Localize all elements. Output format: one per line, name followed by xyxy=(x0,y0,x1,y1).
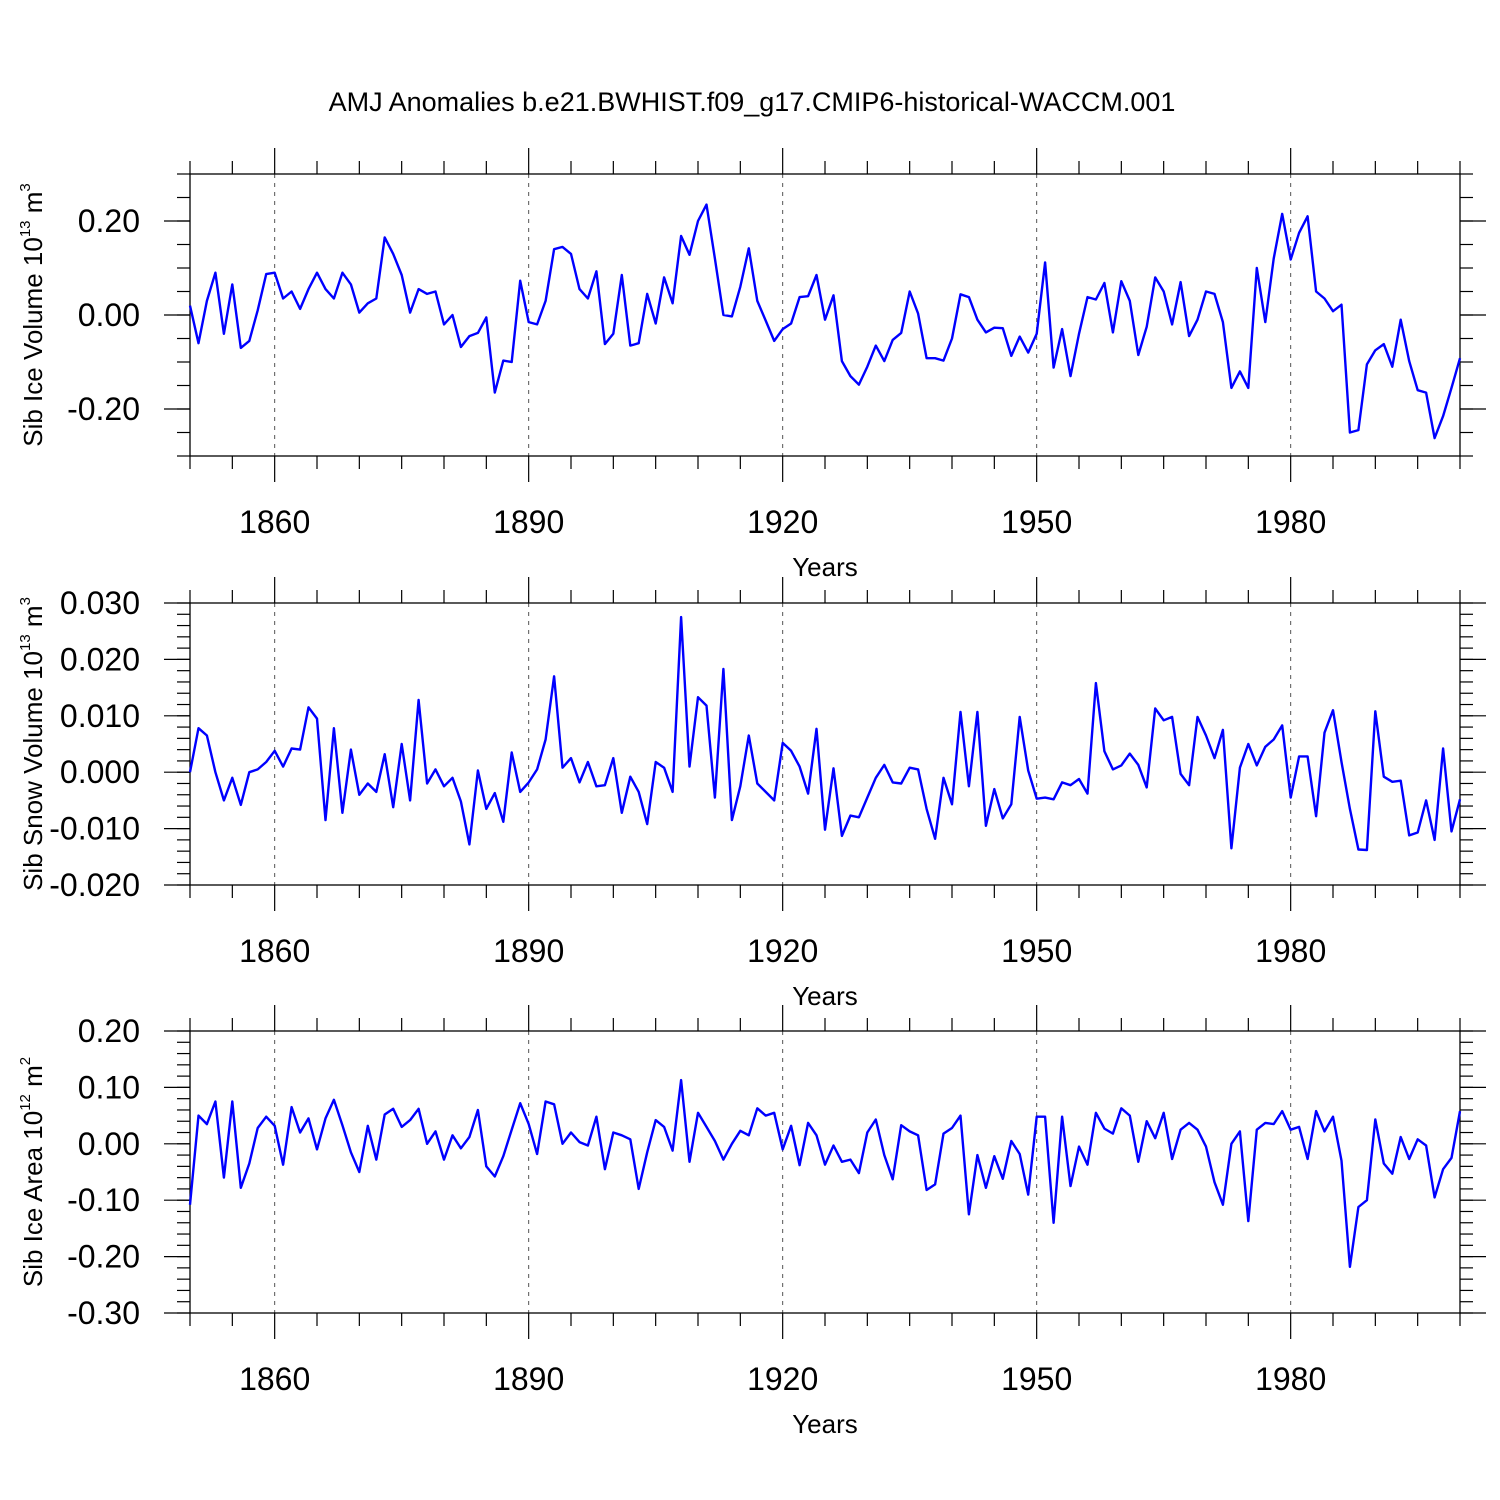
x-tick-label: 1980 xyxy=(1255,933,1326,969)
y-axis-label-part: Sib Snow Volume 10 xyxy=(18,651,48,891)
x-tick-label: 1890 xyxy=(493,933,564,969)
y-axis-label-part: m xyxy=(18,1065,48,1094)
x-tick-label: 1950 xyxy=(1001,1361,1072,1397)
chart-panel-1: -0.20 0.00 0.20 1860 1890 1920 1950 1980 Years Si… xyxy=(17,148,1486,582)
y-tick-label: -0.10 xyxy=(67,1182,140,1218)
y-tick-label: -0.20 xyxy=(67,391,140,427)
x-tick-label: 1950 xyxy=(1001,933,1072,969)
y-axis-label-exponent: 3 xyxy=(17,183,34,191)
x-axis-label: Years xyxy=(792,981,858,1011)
figure-title: AMJ Anomalies b.e21.BWHIST.f09_g17.CMIP6… xyxy=(329,87,1176,117)
x-tick-label: 1860 xyxy=(239,933,310,969)
y-tick-label: 0.00 xyxy=(78,1126,140,1162)
y-axis-label-exponent: 13 xyxy=(17,220,34,237)
x-tick-label: 1980 xyxy=(1255,504,1326,540)
x-tick-label: 1920 xyxy=(747,1361,818,1397)
y-axis-label-exponent: 12 xyxy=(17,1094,34,1111)
plot-frame xyxy=(189,1030,1461,1314)
series-line xyxy=(188,203,1462,440)
series-line xyxy=(188,615,1462,852)
chart-panel-2: -0.020 -0.010 0.000 0.010 0.020 0.030 1860 1890… xyxy=(17,577,1486,1011)
y-tick-label: 0.20 xyxy=(78,203,140,239)
x-axis-label: Years xyxy=(792,552,858,582)
y-axis-label-exponent: 2 xyxy=(17,1057,34,1065)
y-tick-label: -0.020 xyxy=(49,867,140,903)
x-tick-label: 1920 xyxy=(747,933,818,969)
y-tick-label: 0.20 xyxy=(78,1013,140,1049)
y-tick-label: 0.020 xyxy=(60,641,140,677)
x-tick-label: 1860 xyxy=(239,504,310,540)
y-axis-label: Sib Ice Volume 1013 m3 xyxy=(17,183,48,447)
y-tick-label: 0.010 xyxy=(60,698,140,734)
x-tick-label: 1920 xyxy=(747,504,818,540)
y-axis-label-part: Sib Ice Area 10 xyxy=(18,1111,48,1287)
y-axis-label: Sib Ice Area 1012 m2 xyxy=(17,1057,48,1287)
x-tick-label: 1860 xyxy=(239,1361,310,1397)
x-tick-label: 1890 xyxy=(493,1361,564,1397)
y-tick-label: -0.30 xyxy=(67,1295,140,1331)
y-axis-label-part: Sib Ice Volume 10 xyxy=(18,237,48,447)
y-axis-label: Sib Snow Volume 1013 m3 xyxy=(17,597,48,891)
y-axis-label-exponent: 13 xyxy=(17,634,34,651)
y-tick-label: -0.20 xyxy=(67,1239,140,1275)
y-tick-label: 0.00 xyxy=(78,297,140,333)
series-line xyxy=(188,1078,1462,1269)
y-axis-label-part: m xyxy=(18,605,48,634)
y-tick-label: 0.030 xyxy=(60,585,140,621)
y-tick-label: -0.010 xyxy=(49,811,140,847)
x-tick-label: 1890 xyxy=(493,504,564,540)
x-tick-label: 1980 xyxy=(1255,1361,1326,1397)
x-axis-label: Years xyxy=(792,1409,858,1439)
y-tick-label: 0.10 xyxy=(78,1069,140,1105)
x-tick-label: 1950 xyxy=(1001,504,1072,540)
chart-panel-3: -0.30 -0.20 -0.10 0.00 0.10 0.20 1860 1890 1920 1… xyxy=(17,1005,1486,1439)
y-axis-label-part: m xyxy=(18,192,48,221)
y-axis-label-exponent: 3 xyxy=(17,597,34,605)
y-tick-label: 0.000 xyxy=(60,754,140,790)
panels: -0.20 0.00 0.20 1860 1890 1920 1950 1980 Years Si… xyxy=(17,148,1486,1439)
